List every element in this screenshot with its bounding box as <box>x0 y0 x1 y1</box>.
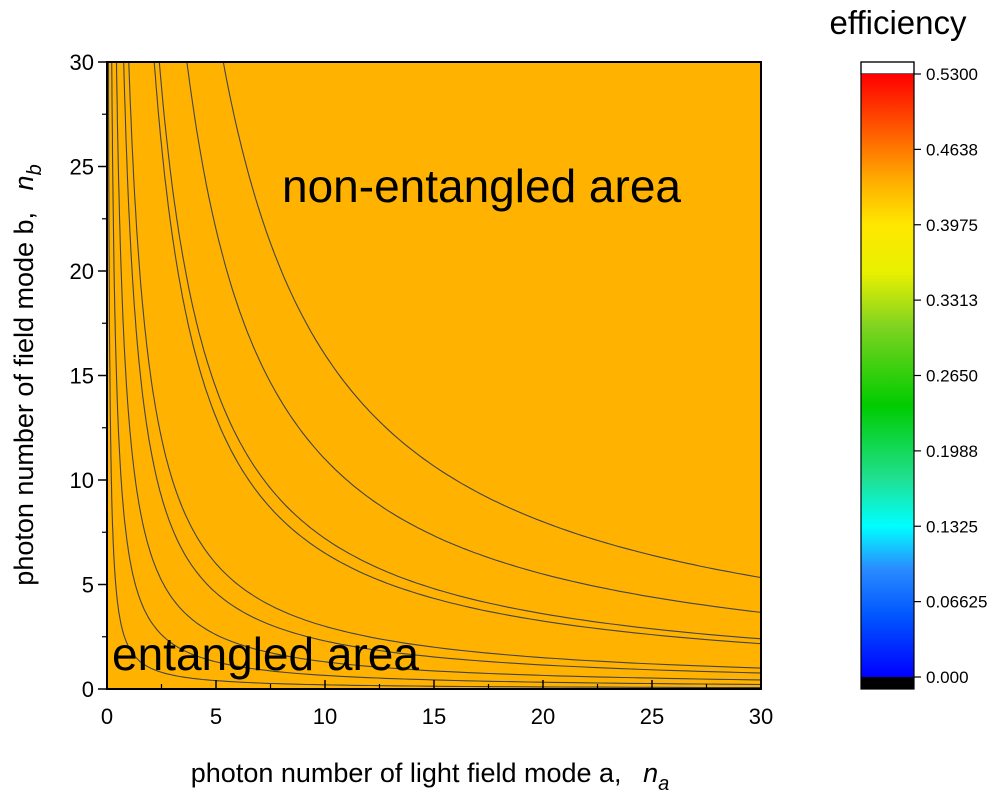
colorbar: 0.000 0.06625 0.1325 0.1988 0.2650 0.3313 0.39… <box>860 61 987 690</box>
colorbar-gradient <box>861 74 914 677</box>
colorbar-tick-label-5: 0.3313 <box>926 291 978 310</box>
contour-lines <box>107 62 761 689</box>
x-axis-symbol: n <box>643 758 658 788</box>
entangled-label: entangled area <box>112 628 419 680</box>
contour-band-14 <box>107 62 761 689</box>
y-tick-label-2: 10 <box>70 468 94 493</box>
x-axis-title: photon number of light field mode a, na <box>191 758 669 791</box>
y-tick-label-4: 20 <box>70 259 94 284</box>
x-axis-title-text: photon number of light field mode a, <box>191 758 622 788</box>
colorbar-tick-label-0: 0.000 <box>926 668 969 687</box>
y-axis-title-text: photon number of field mode b, <box>9 212 39 586</box>
contour-line-2 <box>115 62 761 681</box>
colorbar-tick-label-1: 0.06625 <box>926 593 987 612</box>
x-tick-label-2: 10 <box>313 704 337 729</box>
colorbar-tick-label-2: 0.1325 <box>926 517 978 536</box>
colorbar-tick-label-8: 0.5300 <box>926 65 978 84</box>
contour-bands <box>107 62 761 689</box>
contour-line-4 <box>128 62 761 669</box>
plot-area <box>107 62 761 689</box>
contour-line-3 <box>123 62 761 674</box>
colorbar-over-cap <box>860 61 915 75</box>
colorbar-title: efficiency <box>830 4 967 41</box>
x-tick-label-4: 20 <box>531 704 555 729</box>
x-axis: 0 5 10 15 20 25 30 <box>101 680 773 729</box>
y-tick-label-1: 5 <box>82 573 94 598</box>
contour-line-5 <box>153 62 761 645</box>
x-tick-label-1: 5 <box>210 704 222 729</box>
x-tick-label-3: 15 <box>422 704 446 729</box>
y-axis: 0 5 10 15 20 25 30 <box>70 50 107 702</box>
y-tick-label-3: 15 <box>70 364 94 389</box>
y-tick-label-5: 25 <box>70 155 94 180</box>
x-tick-label-6: 30 <box>749 704 773 729</box>
colorbar-tick-label-3: 0.1988 <box>926 442 978 461</box>
y-axis-symbol: n <box>9 175 39 190</box>
y-tick-label-0: 0 <box>82 677 94 702</box>
contour-line-8 <box>222 62 761 579</box>
contour-line-7 <box>186 62 761 613</box>
y-axis-title: photon number of field mode b, nb <box>9 164 46 585</box>
contour-line-6 <box>158 62 761 640</box>
x-tick-label-5: 25 <box>640 704 664 729</box>
colorbar-tick-label-6: 0.3975 <box>926 216 978 235</box>
colorbar-under-cap <box>861 677 914 689</box>
colorbar-tick-label-4: 0.2650 <box>926 367 978 386</box>
x-tick-label-0: 0 <box>101 704 113 729</box>
y-axis-subscript: b <box>24 164 46 175</box>
colorbar-tick-label-7: 0.4638 <box>926 140 978 159</box>
y-tick-label-6: 30 <box>70 50 94 75</box>
contour-line-1 <box>111 62 761 686</box>
x-axis-subscript: a <box>658 773 669 791</box>
non-entangled-label: non-entangled area <box>282 160 681 212</box>
contour-line-0 <box>107 62 761 689</box>
